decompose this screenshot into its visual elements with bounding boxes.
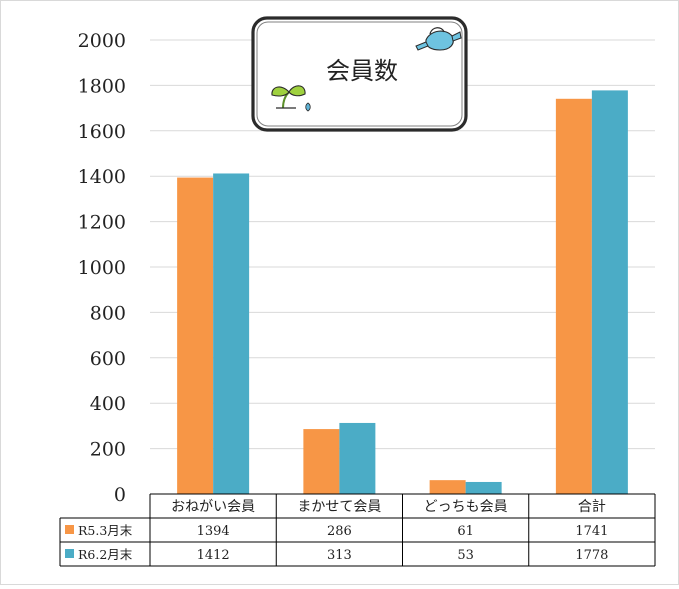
category-label: まかせて会員 — [297, 499, 381, 515]
legend-swatch — [65, 525, 74, 534]
chart-title: 会員数 — [326, 57, 398, 85]
bars — [177, 90, 628, 495]
legend-swatch — [65, 549, 74, 558]
data-table: おねがい会員 まかせて会員 どっちも会員 合計 R5.3月末 1394 286 61 1741 R… — [59, 493, 656, 567]
data-value: 1412 — [197, 548, 230, 563]
data-value: 61 — [457, 524, 474, 539]
legend-label: R6.2月末 — [78, 547, 133, 562]
bar — [213, 173, 250, 494]
title-card: 会員数 — [251, 16, 468, 132]
y-tick-label: 1600 — [78, 121, 126, 143]
data-value: 1741 — [575, 524, 608, 539]
data-value: 1394 — [197, 524, 230, 539]
bar — [465, 481, 502, 494]
bar — [177, 177, 214, 494]
legend-label: R5.3月末 — [78, 523, 133, 538]
y-tick-label: 200 — [90, 439, 126, 461]
y-tick-label: 2000 — [78, 30, 126, 52]
y-tick-label: 0 — [114, 484, 126, 506]
watering-can-icon — [415, 27, 462, 51]
y-axis-ticks: 0 200 400 600 800 1000 1200 1400 1600 1800 2000 — [78, 30, 126, 506]
bar — [339, 422, 376, 494]
y-tick-label: 1200 — [78, 212, 126, 234]
data-value: 1778 — [575, 548, 608, 563]
y-tick-label: 400 — [90, 393, 126, 415]
y-tick-label: 800 — [90, 302, 126, 324]
bar — [555, 98, 592, 494]
bar — [303, 429, 340, 494]
bar — [429, 480, 466, 494]
category-label: おねがい会員 — [171, 499, 255, 515]
data-value: 53 — [457, 548, 474, 563]
y-tick-label: 1000 — [78, 257, 126, 279]
y-tick-label: 1800 — [78, 75, 126, 97]
category-label: どっちも会員 — [424, 499, 508, 515]
data-value: 286 — [327, 524, 352, 539]
y-tick-label: 600 — [90, 348, 126, 370]
sprout-icon — [271, 85, 311, 112]
bar — [591, 90, 628, 495]
category-label: 合計 — [578, 499, 606, 515]
y-tick-label: 1400 — [78, 166, 126, 188]
data-value: 313 — [327, 548, 352, 563]
